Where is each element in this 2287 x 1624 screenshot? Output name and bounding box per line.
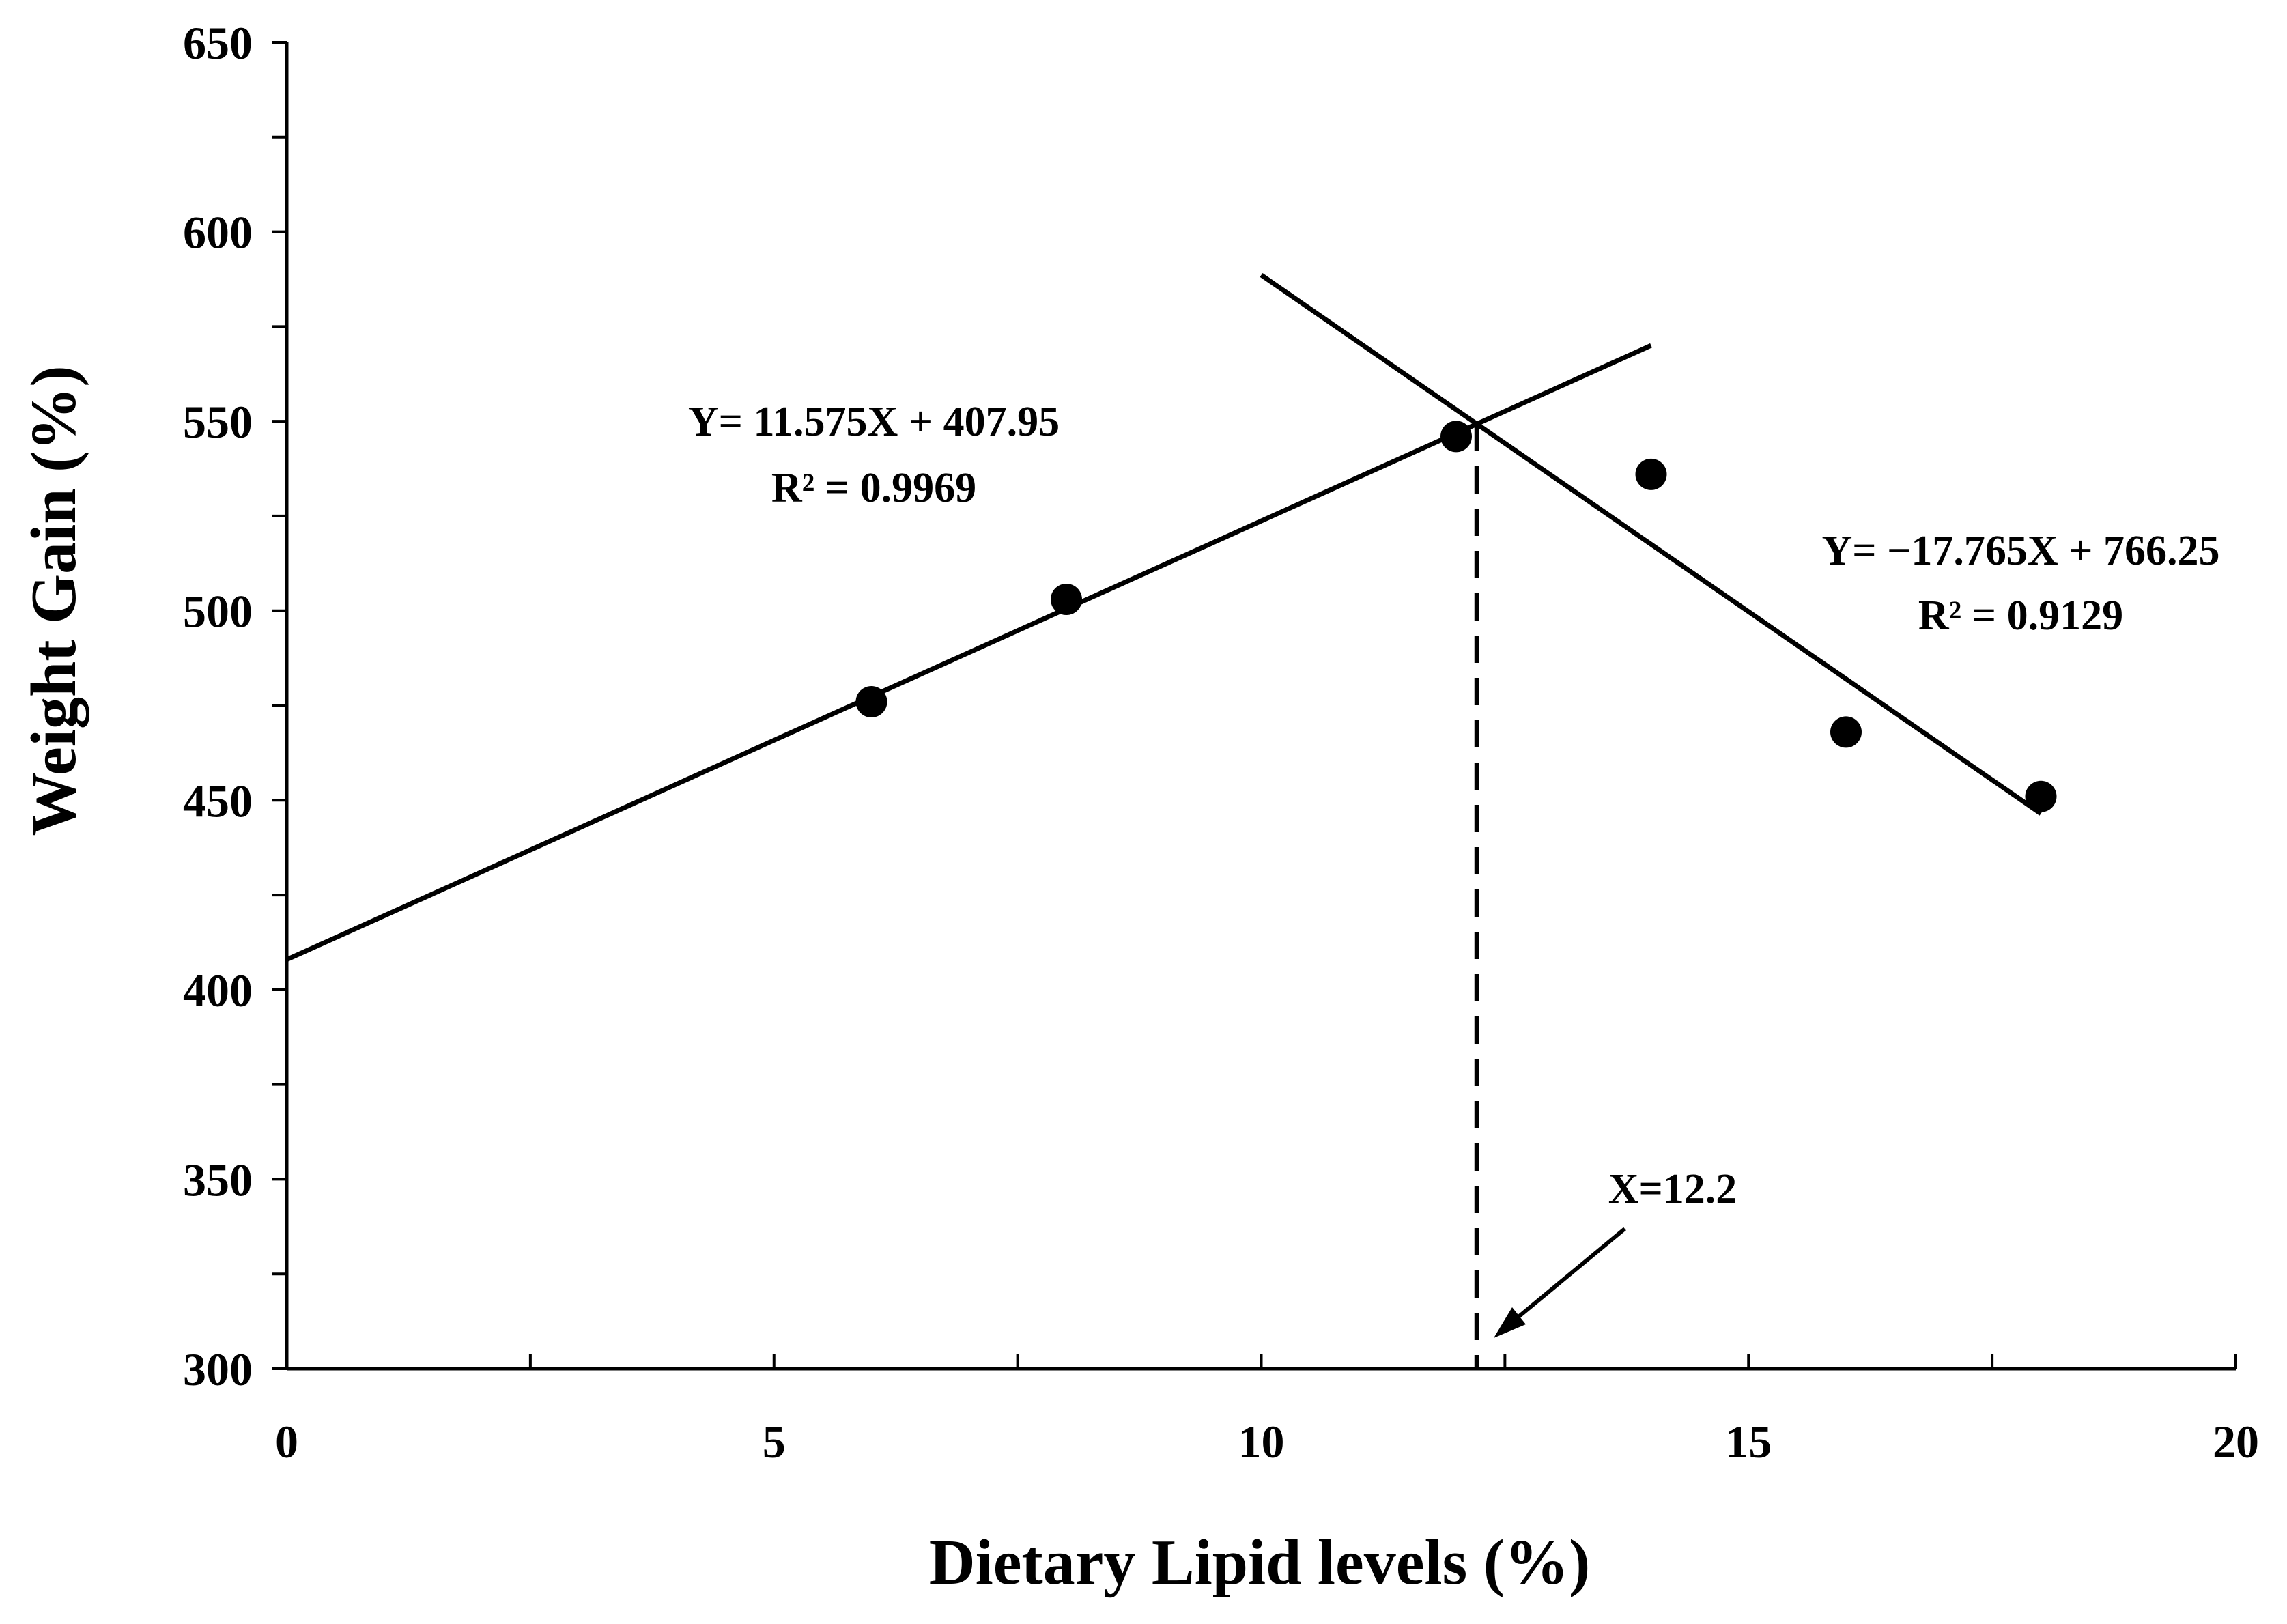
x-tick-label: 0	[275, 1416, 298, 1468]
y-tick-label: 550	[183, 396, 253, 448]
y-tick-label: 600	[183, 207, 253, 259]
x-tick-label: 10	[1238, 1416, 1285, 1468]
y-tick-label: 500	[183, 586, 253, 638]
y-tick-label: 650	[183, 17, 253, 69]
breakpoint-label: X=12.2	[1608, 1166, 1737, 1212]
breakpoint-arrow-shaft	[1504, 1227, 1626, 1330]
x-tick-label: 20	[2213, 1416, 2259, 1468]
fit-r2-increasing: R² = 0.9969	[771, 465, 976, 511]
fit-r2-decreasing: R² = 0.9129	[1918, 593, 2123, 639]
breakpoint-arrow-head	[1494, 1307, 1526, 1338]
data-point	[1830, 716, 1862, 748]
fit-equation-increasing: Y= 11.575X + 407.95	[688, 399, 1060, 445]
y-tick-label: 450	[183, 775, 253, 827]
fit-line-increasing	[285, 343, 1652, 962]
y-tick-label: 300	[183, 1343, 253, 1395]
fit-equation-decreasing: Y= −17.765X + 766.25	[1821, 528, 2219, 574]
x-tick-label: 15	[1725, 1416, 1772, 1468]
data-point	[1635, 458, 1667, 490]
data-point	[855, 685, 887, 717]
x-axis-title: Dietary Lipid levels (%)	[929, 1527, 1591, 1598]
x-tick-label: 5	[763, 1416, 786, 1468]
y-axis-title: Weight Gain (%)	[18, 365, 89, 836]
data-point	[1051, 584, 1082, 616]
data-point	[2025, 780, 2057, 812]
data-point	[1440, 421, 1472, 453]
y-tick-label: 350	[183, 1154, 253, 1206]
fit-line-decreasing	[1260, 272, 2043, 816]
y-tick-label: 400	[183, 965, 253, 1016]
